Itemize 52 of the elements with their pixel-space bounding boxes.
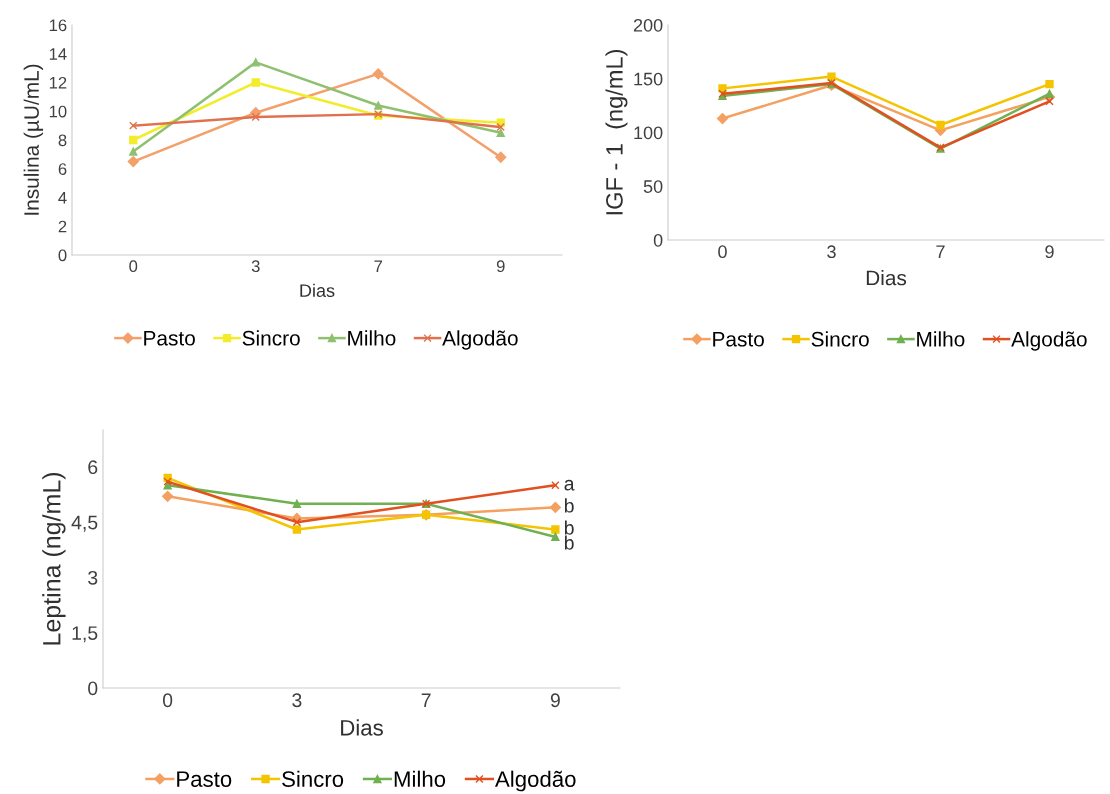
legend-label: Milho <box>917 331 965 347</box>
y-axis-title: Leptina (ng/mL) <box>42 473 66 645</box>
y-tick-label: 50 <box>643 180 663 193</box>
y-tick-label: 0 <box>88 681 98 696</box>
y-tick-label: 4 <box>58 192 67 204</box>
legend-label: Sincro <box>282 770 344 787</box>
x-tick-label: 7 <box>421 693 431 707</box>
x-tick-label: 7 <box>936 245 945 258</box>
y-tick-label: 14 <box>49 48 67 60</box>
annotation: b <box>564 535 574 550</box>
y-axis-title: IGF - 1 (ng/mL) <box>605 49 628 215</box>
y-tick-label: 6 <box>88 460 98 475</box>
x-tick-label: 9 <box>550 693 560 708</box>
x-axis-title: Dias <box>341 719 383 736</box>
legend-label: Milho <box>394 770 446 787</box>
x-tick-label: 7 <box>374 260 383 272</box>
y-tick-label: 150 <box>634 72 663 86</box>
legend-label: Milho <box>348 330 396 346</box>
annotation: b <box>564 520 574 535</box>
x-tick-label: 9 <box>496 260 505 273</box>
legend-label: Sincro <box>242 330 300 346</box>
y-tick-label: 3 <box>88 570 98 585</box>
x-tick-label: 0 <box>129 260 138 273</box>
legend-label: Sincro <box>811 331 869 347</box>
annotation: a <box>564 479 575 491</box>
x-tick-label: 3 <box>827 245 836 259</box>
x-tick-label: 0 <box>718 245 727 259</box>
x-tick-label: 9 <box>1045 245 1054 259</box>
annotation: b <box>564 498 574 513</box>
y-tick-label: 8 <box>58 134 67 147</box>
y-tick-label: 200 <box>633 18 663 32</box>
legend-label: Algodão <box>495 770 576 792</box>
legend-label: Algodão <box>442 330 518 350</box>
legend-label: Algodão <box>1011 331 1087 351</box>
y-tick-label: 16 <box>49 19 67 32</box>
legend-label: Pasto <box>177 771 232 787</box>
y-tick-label: 4,5 <box>71 515 98 532</box>
y-tick-label: 10 <box>49 105 67 118</box>
x-axis-title: Dias <box>300 283 335 297</box>
legend-label: Pasto <box>713 332 764 347</box>
x-axis-title: Dias <box>866 270 907 286</box>
x-tick-label: 3 <box>251 260 260 273</box>
legend-label: Pasto <box>144 331 195 346</box>
y-tick-label: 1,5 <box>72 626 98 643</box>
x-tick-label: 3 <box>292 693 302 708</box>
y-tick-label: 0 <box>653 233 663 247</box>
x-tick-label: 0 <box>162 693 173 708</box>
y-tick-label: 100 <box>634 126 663 140</box>
y-tick-label: 2 <box>58 220 67 233</box>
y-axis-title: Insulina (µU/mL) <box>23 64 44 215</box>
y-tick-label: 6 <box>58 163 67 175</box>
y-tick-label: 12 <box>49 76 67 89</box>
